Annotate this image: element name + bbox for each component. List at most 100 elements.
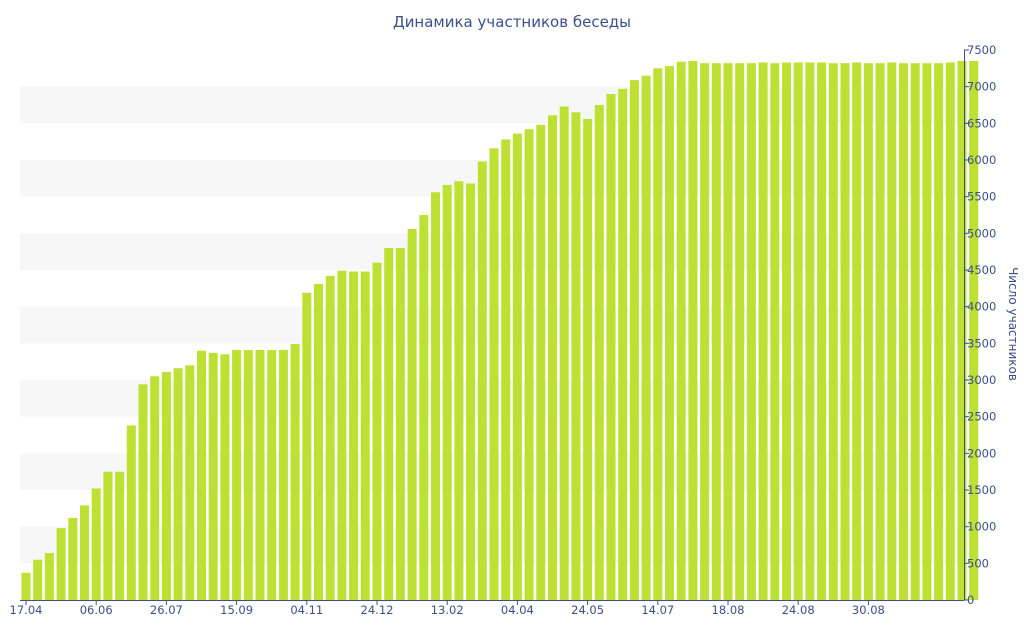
bar[interactable] <box>653 68 663 600</box>
bar[interactable] <box>805 62 815 601</box>
bar[interactable] <box>945 62 955 601</box>
bar[interactable] <box>676 61 686 601</box>
bar[interactable] <box>220 354 230 600</box>
bar[interactable] <box>875 63 885 600</box>
bar[interactable] <box>899 63 908 600</box>
bar[interactable] <box>957 61 967 600</box>
x-tick-label: 04.04 <box>501 603 534 617</box>
x-tick-label: 30.08 <box>852 603 885 617</box>
bar[interactable] <box>115 471 125 600</box>
bar[interactable] <box>384 248 394 600</box>
bar-series <box>21 61 979 601</box>
y-tick-labels: 0 500 1000 1500 2000 2500 3000 3500 4000 4500 5000… <box>967 43 996 607</box>
bar[interactable] <box>700 63 710 600</box>
bar[interactable] <box>68 517 78 600</box>
bar[interactable] <box>934 63 944 600</box>
bar[interactable] <box>887 62 897 601</box>
bar[interactable] <box>419 215 429 600</box>
bar[interactable] <box>489 148 499 600</box>
bar[interactable] <box>548 115 557 601</box>
x-tick-label: 15.09 <box>220 603 253 617</box>
bar[interactable] <box>828 63 838 600</box>
y-tick-label: 0 <box>967 593 974 607</box>
bar[interactable] <box>922 63 932 600</box>
y-tick-label: 3500 <box>967 336 996 350</box>
bar[interactable] <box>840 63 850 600</box>
bar[interactable] <box>512 133 522 600</box>
x-tick-label: 06.06 <box>80 603 113 617</box>
bar[interactable] <box>723 63 733 600</box>
bar[interactable] <box>56 528 66 600</box>
x-tick-labels: 17.04 06.06 26.07 15.09 04.11 24.12 13.02 04.04… <box>10 603 885 617</box>
bar[interactable] <box>536 124 546 601</box>
bar[interactable] <box>407 228 417 600</box>
bar[interactable] <box>290 344 300 600</box>
bar[interactable] <box>325 275 335 600</box>
bar[interactable] <box>267 349 277 600</box>
bar[interactable] <box>863 63 873 600</box>
bar[interactable] <box>349 271 359 600</box>
bar[interactable] <box>314 283 323 600</box>
y-axis-title: Число участников <box>1006 267 1020 381</box>
bar[interactable] <box>372 262 382 600</box>
bar[interactable] <box>454 181 464 600</box>
bar[interactable] <box>243 349 253 600</box>
bar[interactable] <box>431 192 440 600</box>
bar[interactable] <box>150 376 160 600</box>
bar[interactable] <box>360 271 370 600</box>
x-tick-label: 04.11 <box>290 603 323 617</box>
bar[interactable] <box>910 63 920 600</box>
bar[interactable] <box>746 63 756 600</box>
bar[interactable] <box>21 572 31 600</box>
bar[interactable] <box>793 62 803 601</box>
bar[interactable] <box>91 488 101 600</box>
bar[interactable] <box>770 63 780 600</box>
bar[interactable] <box>337 270 347 600</box>
bar[interactable] <box>138 384 148 600</box>
bar[interactable] <box>278 349 288 600</box>
bar[interactable] <box>442 184 452 600</box>
bar[interactable] <box>185 365 195 600</box>
bar[interactable] <box>208 352 218 600</box>
bar[interactable] <box>629 80 639 600</box>
bar[interactable] <box>524 129 534 600</box>
bar[interactable] <box>758 62 768 601</box>
bar[interactable] <box>395 248 405 600</box>
bar[interactable] <box>969 61 979 600</box>
bar[interactable] <box>571 112 581 600</box>
bar[interactable] <box>501 139 511 600</box>
bar[interactable] <box>641 75 651 601</box>
y-tick-label: 3000 <box>967 373 996 387</box>
bar[interactable] <box>606 94 616 600</box>
bar[interactable] <box>80 505 89 600</box>
bar[interactable] <box>817 62 827 601</box>
chart-title: Динамика участников беседы <box>392 13 632 31</box>
bar[interactable] <box>466 183 476 600</box>
bar[interactable] <box>711 63 721 600</box>
bar[interactable] <box>559 106 569 600</box>
bar[interactable] <box>33 559 43 600</box>
bar[interactable] <box>735 63 745 600</box>
bar[interactable] <box>852 62 862 601</box>
bar[interactable] <box>126 425 136 600</box>
bar[interactable] <box>197 350 206 600</box>
y-tick-label: 1000 <box>967 520 996 534</box>
y-tick-label: 5500 <box>967 190 996 204</box>
bar[interactable] <box>665 66 674 600</box>
bar[interactable] <box>594 105 604 600</box>
bar[interactable] <box>477 161 487 600</box>
x-tick-label: 24.12 <box>361 603 394 617</box>
bar[interactable] <box>583 118 593 601</box>
bar[interactable] <box>232 349 242 600</box>
bar[interactable] <box>173 368 183 600</box>
bar[interactable] <box>782 62 791 601</box>
bar[interactable] <box>255 349 265 600</box>
bar[interactable] <box>44 553 54 600</box>
bar[interactable] <box>161 371 171 600</box>
bar[interactable] <box>302 292 312 600</box>
bar[interactable] <box>688 61 698 600</box>
bar[interactable] <box>103 471 113 600</box>
bar[interactable] <box>618 88 628 601</box>
